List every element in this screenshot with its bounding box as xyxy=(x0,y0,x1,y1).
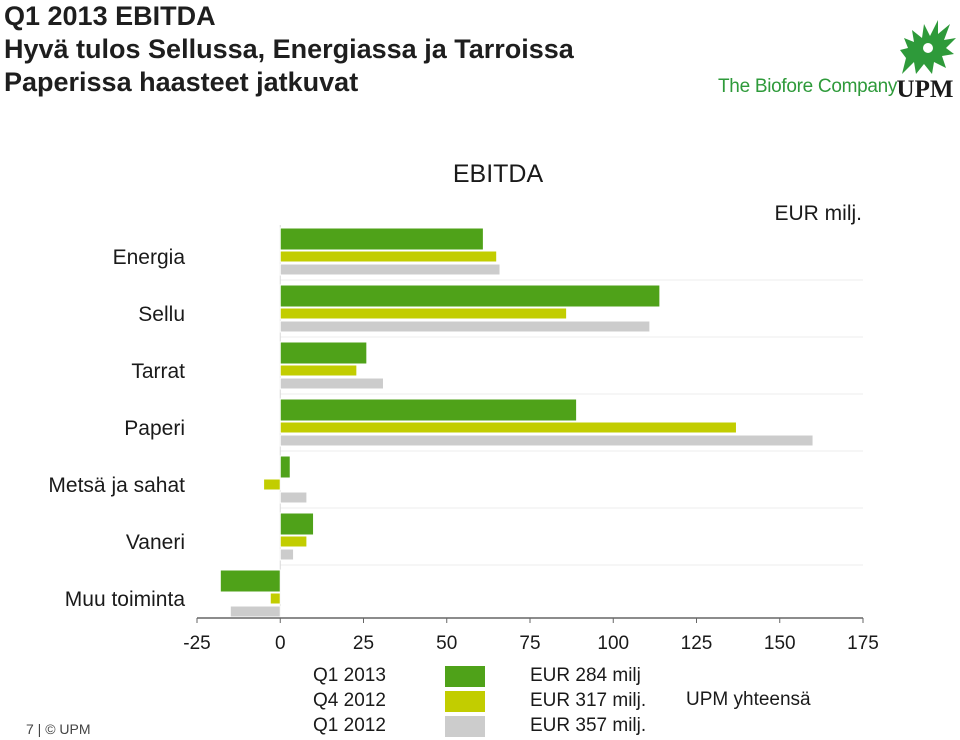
legend-swatch xyxy=(445,666,485,687)
slide-subtitle-2: Paperissa haasteet jatkuvat xyxy=(4,67,359,97)
legend-total: EUR 357 milj. xyxy=(530,715,647,736)
footer: 7 | © UPM xyxy=(26,721,91,737)
bar xyxy=(279,227,484,251)
bar xyxy=(229,605,281,618)
tick-label: -25 xyxy=(183,633,210,654)
slide-header: Q1 2013 EBITDA Hyvä tulos Sellussa, Ener… xyxy=(4,0,574,99)
logo-text: UPM xyxy=(896,76,954,103)
bar xyxy=(279,548,295,561)
category-label: Energia xyxy=(113,246,186,269)
bar xyxy=(279,377,384,390)
bar xyxy=(279,263,501,276)
griffin-icon xyxy=(900,20,956,74)
bar xyxy=(279,512,315,536)
tick-label: 0 xyxy=(275,633,286,654)
bar xyxy=(279,491,308,504)
legend-swatch xyxy=(445,691,485,712)
ebitda-chart: EBITDA EUR milj. Energia Sellu Tarrat Paper… xyxy=(48,160,879,654)
legend-swatch xyxy=(445,716,485,737)
bar xyxy=(269,592,281,605)
tick-label: 125 xyxy=(681,633,713,654)
category-label: Tarrat xyxy=(131,360,185,383)
upm-logo: UPM xyxy=(892,14,958,103)
bar xyxy=(263,478,281,491)
unit-label: EUR milj. xyxy=(775,202,863,225)
bar xyxy=(279,250,498,263)
category-label: Sellu xyxy=(138,303,185,326)
legend-total: EUR 284 milj xyxy=(530,665,641,686)
category-label: Vaneri xyxy=(126,531,185,554)
tick-label: 75 xyxy=(519,633,540,654)
bar xyxy=(279,535,308,548)
legend-label: Q1 2013 xyxy=(313,665,386,686)
bar xyxy=(279,320,651,333)
tick-label: 150 xyxy=(764,633,796,654)
bar xyxy=(279,307,568,320)
bar xyxy=(279,455,291,479)
bar xyxy=(279,434,814,447)
bar xyxy=(279,364,358,377)
bar xyxy=(219,569,281,593)
chart-title: EBITDA xyxy=(453,160,544,188)
tick-label: 25 xyxy=(353,633,374,654)
bar xyxy=(279,341,368,365)
tick-label: 175 xyxy=(847,633,879,654)
category-label: Muu toiminta xyxy=(65,588,186,611)
brand-tagline: The Biofore Company xyxy=(718,76,898,97)
slide-subtitle-1: Hyvä tulos Sellussa, Energiassa ja Tarro… xyxy=(4,34,574,64)
bar xyxy=(279,398,578,422)
bar xyxy=(279,284,661,308)
slide-title: Q1 2013 EBITDA xyxy=(4,1,216,31)
total-label: UPM yhteensä xyxy=(686,689,811,710)
legend-total: EUR 317 milj. xyxy=(530,690,647,711)
tick-label: 50 xyxy=(436,633,457,654)
tick-label: 100 xyxy=(597,633,629,654)
legend-label: Q1 2012 xyxy=(313,715,386,736)
category-label: Paperi xyxy=(124,417,185,440)
legend-label: Q4 2012 xyxy=(313,690,386,711)
category-label: Metsä ja sahat xyxy=(48,474,185,497)
bar xyxy=(279,421,737,434)
